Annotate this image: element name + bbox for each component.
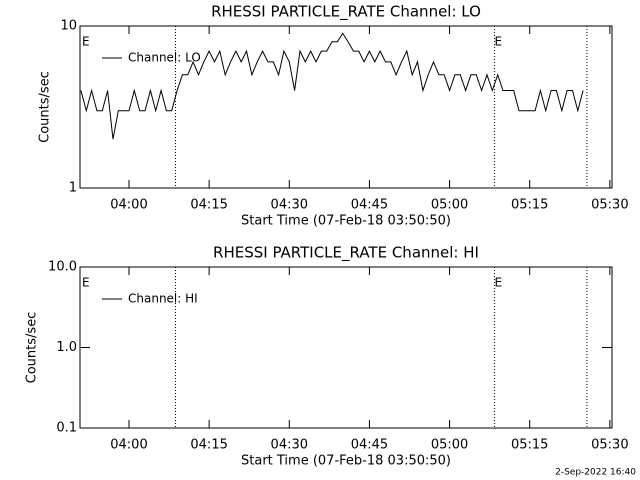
x-tick-label: 05:00 bbox=[431, 198, 468, 213]
x-tick-label: 04:30 bbox=[271, 438, 308, 453]
annotation: E bbox=[82, 35, 90, 49]
legend-label: Channel: HI bbox=[128, 292, 198, 306]
x-tick-label: 05:15 bbox=[511, 438, 548, 453]
x-tick-label: 05:15 bbox=[511, 198, 548, 213]
legend-label: Channel: LO bbox=[128, 51, 201, 65]
annotation: E bbox=[82, 276, 90, 290]
chart-title: RHESSI PARTICLE_RATE Channel: HI bbox=[213, 244, 479, 263]
y-axis-label: Counts/sec bbox=[38, 71, 53, 143]
x-axis-label: Start Time (07-Feb-18 03:50:50) bbox=[241, 214, 451, 229]
plot-frame bbox=[79, 25, 613, 189]
x-tick-label: 05:30 bbox=[591, 198, 628, 213]
x-tick-label: 04:45 bbox=[351, 198, 388, 213]
y-tick-label: 10 bbox=[60, 19, 77, 34]
annotation: E bbox=[494, 276, 502, 290]
x-tick-label: 04:15 bbox=[190, 198, 227, 213]
x-tick-label: 04:30 bbox=[271, 198, 308, 213]
x-tick-label: 04:00 bbox=[110, 438, 147, 453]
x-tick-label: 04:00 bbox=[110, 198, 147, 213]
annotation: E bbox=[494, 35, 502, 49]
y-tick-label: 10.0 bbox=[48, 260, 77, 275]
x-axis-label: Start Time (07-Feb-18 03:50:50) bbox=[241, 454, 451, 469]
y-tick-label: 1.0 bbox=[56, 340, 77, 355]
y-tick-label: 1 bbox=[69, 181, 77, 196]
y-tick-label: 0.1 bbox=[56, 421, 77, 436]
x-tick-label: 04:45 bbox=[351, 438, 388, 453]
chart-title: RHESSI PARTICLE_RATE Channel: LO bbox=[211, 3, 481, 22]
footer: 2-Sep-2022 16:40 bbox=[555, 468, 636, 478]
y-axis-label: Counts/sec bbox=[25, 312, 40, 384]
data-line bbox=[80, 32, 584, 140]
x-tick-label: 04:15 bbox=[190, 438, 227, 453]
x-tick-label: 05:30 bbox=[591, 438, 628, 453]
x-tick-label: 05:00 bbox=[431, 438, 468, 453]
